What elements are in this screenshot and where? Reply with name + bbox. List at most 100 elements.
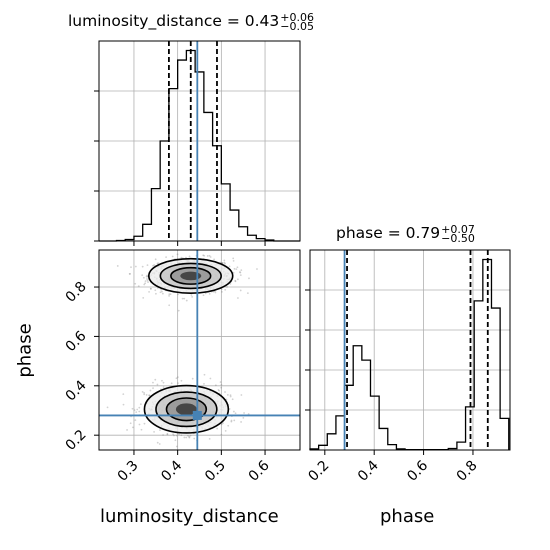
sample-point: [193, 437, 196, 440]
sample-point: [156, 441, 159, 444]
sample-point: [141, 390, 144, 393]
sample-point: [232, 259, 235, 262]
title-luminosity_distance-plus: +0.06: [280, 11, 314, 24]
sample-point: [188, 255, 191, 258]
ticks-layer: 0.3 0.4 0.5 0.6 0.2 0.4 0.6 0.8 0.2 0.4 0.6 0.8: [63, 90, 481, 485]
sample-point: [148, 394, 151, 397]
sample-point: [169, 293, 172, 296]
sample-point: [154, 378, 157, 381]
sample-point: [189, 434, 192, 437]
hist-luminosity_distance-step: [99, 49, 300, 242]
sample-point: [248, 277, 250, 280]
sample-point: [191, 377, 194, 380]
sample-point: [234, 280, 237, 283]
sample-point: [138, 406, 141, 409]
sample-point: [174, 439, 177, 442]
sample-point: [158, 443, 161, 445]
sample-point: [218, 389, 221, 392]
sample-point: [136, 408, 139, 411]
sample-point: [162, 386, 165, 389]
sample-point: [168, 293, 171, 296]
sample-point: [233, 267, 236, 270]
sample-point: [232, 410, 235, 413]
sample-point: [183, 436, 186, 439]
sample-point: [159, 429, 161, 431]
sample-point: [236, 266, 239, 269]
contour-line: [159, 262, 222, 290]
sample-point: [232, 271, 235, 274]
sample-point: [213, 258, 216, 261]
title-luminosity_distance-minus: −0.05: [280, 20, 314, 33]
sample-point: [162, 381, 165, 384]
sample-point: [131, 426, 134, 429]
sample-point: [172, 433, 174, 436]
sample-point: [214, 291, 217, 294]
sample-point: [219, 381, 222, 383]
title-luminosity_distance-median: 0.43: [244, 12, 280, 30]
sample-point: [177, 382, 179, 385]
sample-point: [148, 291, 150, 293]
sample-point: [224, 429, 227, 432]
sample-point: [152, 264, 154, 267]
sample-point: [137, 285, 140, 288]
sample-point: [170, 382, 173, 385]
sample-point: [177, 309, 180, 312]
sample-point: [221, 290, 223, 293]
sample-point: [220, 386, 223, 389]
x-luminosity_distance-tick-label: 0.3: [115, 458, 142, 485]
sample-point: [147, 281, 149, 283]
sample-point: [236, 278, 239, 281]
sample-point: [226, 286, 228, 288]
sample-point: [161, 290, 163, 293]
x-phase-tick-label: 0.8: [454, 458, 481, 485]
sample-point: [160, 288, 163, 291]
sample-point: [116, 265, 119, 267]
sample-point: [149, 389, 152, 392]
sample-point: [220, 288, 223, 291]
sample-point: [175, 377, 178, 380]
sample-point: [152, 387, 154, 390]
sample-point: [246, 292, 249, 295]
sample-point: [156, 383, 159, 386]
sample-point: [139, 403, 142, 406]
sample-point: [188, 436, 191, 439]
sample-point: [238, 271, 241, 273]
sample-point: [143, 391, 146, 394]
sample-point: [180, 434, 183, 437]
sample-point: [122, 393, 125, 396]
sample-point: [202, 254, 205, 257]
sample-point: [154, 258, 157, 261]
truth-marker: [192, 410, 202, 420]
sample-point: [206, 255, 209, 257]
sample-point: [220, 383, 223, 386]
hist-phase-step: [309, 258, 510, 451]
sample-point: [228, 408, 231, 410]
sample-point: [148, 394, 151, 397]
sample-point: [161, 292, 164, 295]
sample-point: [191, 295, 194, 298]
contours: [143, 257, 234, 434]
ylabel-phase: phase: [14, 323, 36, 378]
title-phase-minus: −0.50: [441, 232, 475, 245]
sample-point: [134, 419, 137, 422]
sample-point: [222, 422, 224, 425]
sample-point: [166, 432, 169, 435]
sample-point: [176, 253, 179, 256]
sample-point: [216, 427, 219, 430]
sample-point: [144, 282, 147, 285]
sample-point: [229, 395, 232, 398]
sample-point: [149, 287, 152, 290]
sample-point: [122, 403, 125, 406]
contour-line: [155, 391, 218, 428]
sample-point: [185, 436, 188, 439]
sample-point: [173, 434, 175, 437]
sample-point: [145, 394, 148, 396]
sample-point: [256, 268, 258, 270]
sample-point: [230, 419, 233, 422]
sample-point: [129, 272, 131, 275]
sample-point: [239, 271, 242, 274]
sample-point: [140, 428, 143, 431]
sample-point: [220, 433, 223, 436]
sample-point: [181, 247, 183, 249]
sample-point: [235, 268, 238, 271]
